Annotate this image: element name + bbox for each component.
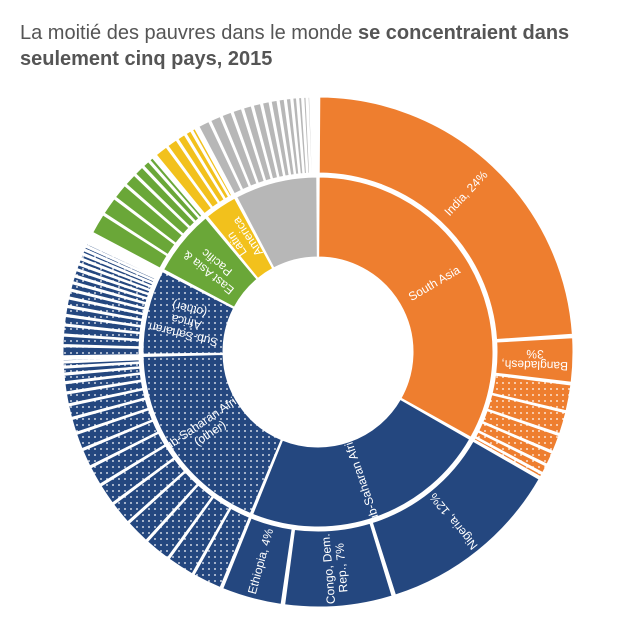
sunburst-chart: South AsiaSub-Saharan AfricaSub-Saharan …: [38, 92, 598, 612]
title-part-1: La moitié des pauvres dans le monde: [20, 22, 358, 44]
svg-text:3%: 3%: [526, 347, 544, 362]
outer-sliver: [63, 347, 139, 356]
chart-title: La moitié des pauvres dans le monde se c…: [20, 20, 616, 72]
